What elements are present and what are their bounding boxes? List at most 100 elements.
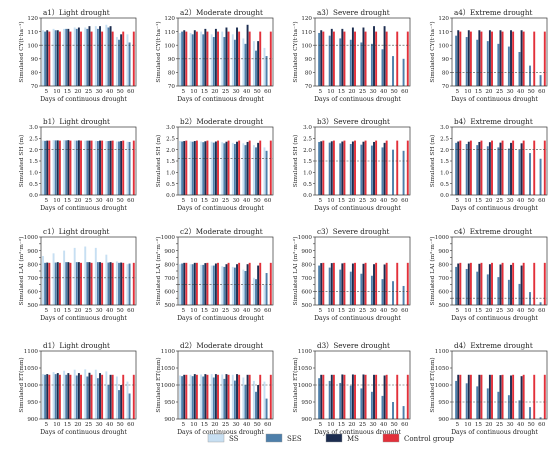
bar [343, 31, 346, 87]
bar [42, 374, 44, 419]
y-tick-label: 800 [438, 262, 449, 268]
x-tick-label: 60 [538, 422, 546, 428]
bar [183, 30, 186, 87]
y-tick-label: 0.5 [303, 182, 312, 188]
x-tick-label: 60 [538, 89, 546, 95]
bar [128, 393, 131, 419]
x-tick-label: 15 [201, 422, 209, 428]
bar [486, 388, 489, 419]
plot-frame [177, 236, 274, 306]
x-tick-label: 25 [496, 308, 504, 314]
bar [210, 141, 213, 195]
bar [488, 30, 491, 87]
bar [221, 374, 224, 419]
y-tick-label: 90 [442, 57, 450, 63]
bar [330, 28, 333, 87]
x-tick-label: 20 [74, 422, 82, 428]
x-tick-label: 60 [401, 422, 409, 428]
bar [88, 26, 91, 86]
y-tick-label: 1100 [435, 349, 450, 355]
chart-panel: b1）Light drought 0.0 0.5 1.0 1.5 2.0 2.5 3.0 Sim… [18, 117, 137, 212]
bar [238, 262, 241, 305]
bar [373, 374, 375, 419]
bar [501, 140, 504, 195]
y-axis-label: Simulated CY(t·ha⁻¹) [18, 21, 25, 82]
bar [330, 374, 333, 419]
bar [200, 374, 203, 419]
bar [543, 31, 546, 87]
bar [385, 140, 388, 195]
x-tick-label: 40 [243, 198, 251, 204]
bar [499, 375, 502, 419]
bar [63, 140, 66, 195]
bar [406, 374, 409, 419]
bar [238, 140, 241, 195]
y-tick-label: 3.0 [440, 125, 449, 131]
bar [90, 31, 93, 87]
y-tick-label: 1000 [435, 383, 450, 389]
bar [99, 26, 101, 86]
bar [341, 263, 344, 305]
y-tick-label: 1.5 [166, 159, 175, 165]
bar [48, 374, 51, 419]
bar [265, 56, 268, 86]
bar [65, 262, 68, 305]
bar [364, 140, 367, 195]
x-tick-label: 15 [201, 198, 209, 204]
y-tick-label: 70 [168, 84, 176, 90]
bar [204, 263, 207, 305]
bar [354, 374, 356, 419]
panel-title: d1）Light drought [43, 341, 110, 350]
bar [77, 262, 80, 305]
bar [522, 262, 525, 305]
x-tick-label: 25 [496, 422, 504, 428]
bar [58, 31, 61, 87]
bar [332, 262, 335, 305]
bar [339, 382, 342, 419]
x-axis-label: Days of continuous drought [177, 205, 264, 212]
x-tick-label: 25 [85, 89, 93, 95]
bar [543, 374, 546, 419]
bar [539, 158, 542, 195]
bar [214, 28, 217, 87]
bar [341, 28, 344, 87]
chart-panel: d4）Extreme drought900950100010501100Simu… [429, 341, 548, 436]
x-tick-label: 20 [348, 89, 356, 95]
y-tick-label: 2.0 [303, 148, 312, 154]
y-tick-label: 0.0 [29, 193, 38, 199]
bar [343, 140, 346, 195]
bar [529, 65, 531, 86]
bar [518, 400, 521, 419]
bar [478, 30, 481, 87]
bar [349, 144, 352, 195]
bar [341, 374, 344, 419]
x-tick-label: 20 [211, 89, 219, 95]
bar [179, 264, 181, 305]
y-tick-label: 2.5 [303, 137, 312, 143]
bar [467, 30, 470, 87]
bar [128, 42, 131, 86]
bar [364, 374, 367, 419]
bar [132, 374, 135, 419]
x-tick-label: 60 [538, 308, 546, 314]
y-tick-label: 0.5 [29, 182, 38, 188]
bar [486, 146, 489, 195]
bar [126, 381, 129, 419]
bar [115, 141, 118, 195]
bar [362, 263, 365, 305]
bar [67, 262, 70, 305]
bar [488, 142, 491, 195]
bar [73, 247, 76, 305]
bar [255, 279, 257, 305]
x-axis-label: Days of continuous drought [314, 429, 401, 436]
x-tick-label: 10 [53, 89, 61, 95]
chart-panel: b2）Moderate drought 0.0 0.5 1.0 1.5 2.0 2.5 3.0… [155, 117, 274, 212]
x-tick-label: 5 [455, 308, 459, 314]
bar [202, 376, 205, 419]
panel-title: d3）Severe drought [317, 341, 390, 350]
bar [109, 374, 112, 419]
x-tick-label: 15 [64, 308, 72, 314]
chart-panel: b3）Severe drought 0.0 0.5 1.0 1.5 2.0 2.5 3.0 Si… [292, 117, 411, 212]
bar [520, 265, 523, 305]
x-tick-label: 60 [264, 198, 272, 204]
